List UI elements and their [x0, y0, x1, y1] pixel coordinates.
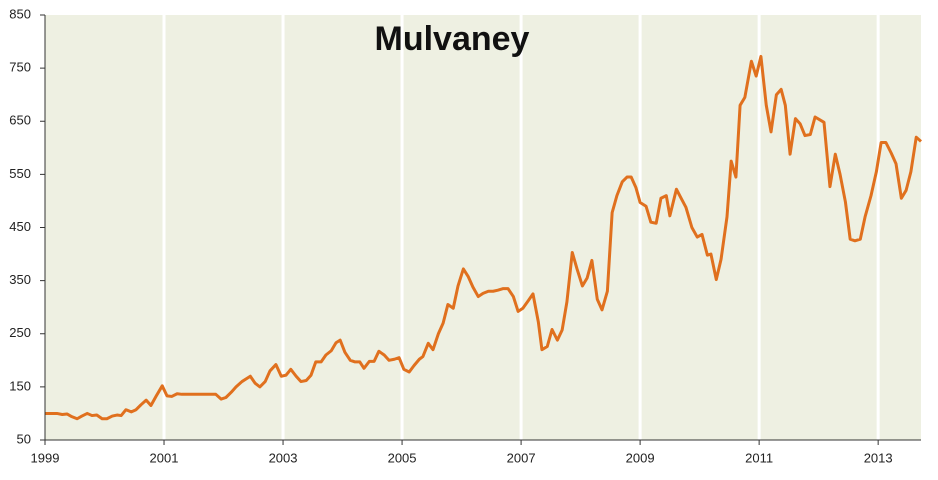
y-tick-label: 350 — [9, 272, 31, 287]
x-tick-label: 2013 — [864, 450, 893, 465]
y-tick-label: 250 — [9, 325, 31, 340]
chart-title: Mulvaney — [375, 20, 530, 58]
y-tick-label: 450 — [9, 219, 31, 234]
x-tick-label: 2003 — [269, 450, 298, 465]
y-tick-label: 750 — [9, 60, 31, 75]
y-tick-label: 50 — [17, 431, 31, 446]
x-tick-label: 2009 — [626, 450, 655, 465]
y-tick-label: 850 — [9, 6, 31, 21]
x-tick-label: 2011 — [745, 450, 773, 465]
y-tick-label: 150 — [9, 378, 31, 393]
plot-area — [45, 15, 921, 440]
x-tick-label: 2005 — [388, 450, 417, 465]
x-tick-label: 1999 — [31, 450, 60, 465]
x-tick-label: 2007 — [507, 450, 536, 465]
x-tick-label: 2001 — [150, 450, 179, 465]
y-tick-label: 550 — [9, 166, 31, 181]
y-tick-label: 650 — [9, 113, 31, 128]
data-line — [45, 54, 922, 421]
